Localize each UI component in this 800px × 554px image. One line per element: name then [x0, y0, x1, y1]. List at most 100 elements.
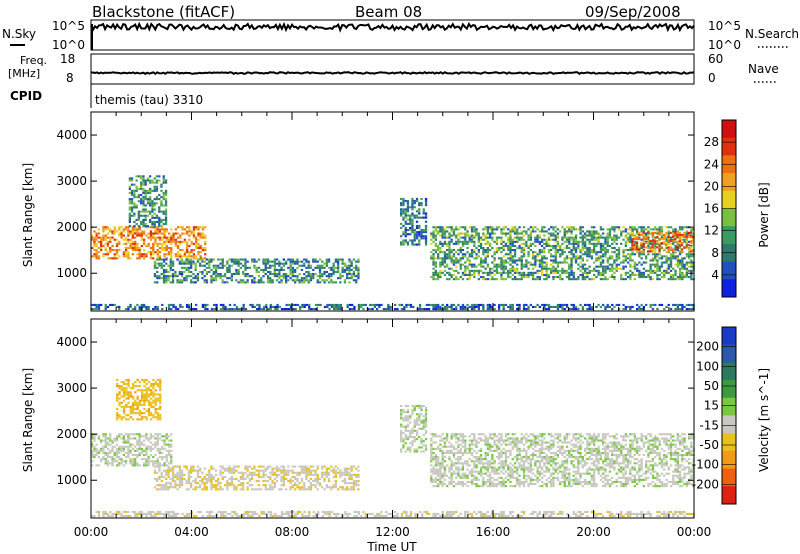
range-cell	[257, 484, 261, 487]
range-cell	[590, 238, 593, 241]
range-cell	[262, 475, 265, 478]
range-cell	[622, 238, 625, 241]
range-cell	[159, 399, 162, 402]
range-cell	[439, 265, 442, 268]
range-cell	[271, 264, 274, 267]
range-cell	[409, 229, 412, 232]
nsky-tick-bottom: 10^0	[52, 38, 85, 52]
range-cell	[606, 305, 609, 308]
range-cell	[662, 238, 666, 241]
range-cell	[180, 258, 184, 261]
range-cell	[149, 449, 153, 452]
range-cell	[271, 281, 274, 284]
range-cell	[154, 407, 157, 410]
range-cell	[298, 488, 301, 491]
range-cell	[606, 236, 609, 239]
range-cell	[165, 477, 168, 480]
range-cell	[305, 270, 308, 273]
range-cell	[135, 206, 138, 209]
range-cell	[125, 387, 128, 390]
range-cell	[205, 266, 209, 269]
range-cell	[687, 244, 690, 247]
range-cell	[500, 257, 503, 260]
range-cell	[265, 305, 268, 308]
range-cell	[595, 244, 598, 247]
range-cell	[624, 259, 627, 262]
range-cell	[613, 236, 616, 239]
range-cell	[106, 305, 110, 308]
range-cell	[124, 226, 128, 229]
range-cell	[160, 266, 163, 269]
range-cell	[611, 308, 614, 311]
range-cell	[181, 305, 184, 308]
range-cell	[176, 255, 180, 258]
range-cell	[326, 303, 329, 306]
range-cell	[493, 240, 496, 243]
range-cell	[606, 259, 609, 262]
range-cell	[179, 303, 182, 306]
range-cell	[235, 465, 238, 468]
range-cell	[690, 308, 693, 311]
range-cell	[681, 263, 684, 266]
range-cell	[547, 232, 551, 235]
range-cell	[595, 265, 598, 268]
range-cell	[574, 249, 578, 252]
range-cell	[565, 303, 569, 306]
range-cell	[180, 262, 184, 265]
range-cell	[337, 308, 340, 311]
range-cell	[550, 305, 553, 308]
range-cell	[654, 257, 657, 260]
range-cell	[167, 467, 170, 470]
range-cell	[118, 456, 121, 459]
range-cell	[156, 412, 160, 415]
range-cell	[413, 214, 416, 217]
range-cell	[593, 244, 596, 247]
range-cell	[95, 257, 98, 260]
range-cell	[204, 305, 207, 308]
range-cell	[520, 259, 523, 262]
range-cell	[559, 244, 562, 247]
power-colorbar-label: Power [dB]	[757, 182, 771, 247]
range-cell	[622, 278, 625, 281]
range-cell	[489, 305, 492, 308]
range-cell	[446, 278, 449, 281]
range-cell	[622, 249, 625, 252]
range-cell	[318, 258, 322, 261]
range-cell	[131, 230, 134, 233]
range-cell	[572, 242, 575, 245]
range-cell	[554, 230, 557, 233]
range-cell	[134, 445, 137, 448]
range-cell	[93, 236, 96, 239]
range-cell	[312, 469, 315, 472]
range-cell	[459, 236, 462, 239]
range-cell	[687, 233, 690, 236]
range-cell	[590, 251, 593, 254]
range-cell	[486, 265, 489, 268]
range-cell	[343, 482, 347, 485]
range-cell	[118, 435, 121, 438]
range-cell	[144, 210, 147, 213]
range-cell	[129, 230, 132, 233]
range-cell	[466, 251, 469, 254]
range-cell	[145, 462, 148, 465]
range-cell	[149, 218, 152, 221]
range-cell	[181, 249, 184, 252]
range-cell	[543, 305, 546, 308]
range-cell	[622, 259, 625, 262]
range-cell	[115, 305, 119, 308]
range-cell	[235, 477, 238, 480]
range-cell	[165, 230, 168, 233]
range-cell	[219, 308, 223, 311]
range-cell	[156, 242, 159, 245]
range-cell	[149, 202, 152, 205]
range-cell	[93, 439, 96, 442]
range-cell	[556, 305, 560, 308]
range-cell	[271, 486, 274, 489]
range-cell	[142, 202, 145, 205]
range-cell	[604, 249, 607, 252]
range-cell	[305, 465, 308, 468]
range-cell	[561, 278, 564, 281]
range-cell	[192, 260, 195, 263]
range-cell	[303, 258, 306, 261]
range-cell	[502, 226, 505, 229]
